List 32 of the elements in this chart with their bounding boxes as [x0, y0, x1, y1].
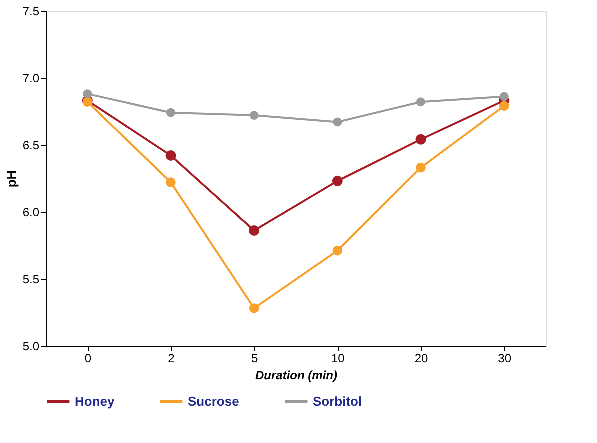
- x-tick-label: 5: [251, 352, 258, 366]
- point: [499, 101, 510, 112]
- point: [500, 92, 509, 102]
- point: [83, 90, 92, 99]
- y-tick-label: 7.0: [22, 72, 40, 86]
- point: [166, 108, 176, 118]
- point: [250, 111, 259, 120]
- y-tick-label: 5.0: [22, 340, 40, 354]
- y-tick-label: 6.0: [22, 206, 40, 220]
- y-axis-title: pH: [4, 170, 19, 188]
- legend-label: Sorbitol: [313, 394, 362, 409]
- y-tick-label: 7.5: [22, 4, 40, 18]
- x-tick-label: 10: [331, 352, 346, 366]
- x-tick-label: 0: [84, 352, 92, 366]
- x-tick-label: 2: [168, 352, 176, 366]
- point: [166, 178, 176, 188]
- point: [249, 304, 260, 314]
- point: [333, 118, 342, 127]
- point: [332, 246, 343, 256]
- legend-label: Sucrose: [188, 394, 240, 409]
- point: [416, 134, 426, 145]
- y-tick-label: 6.5: [22, 138, 40, 152]
- point: [416, 98, 426, 107]
- point: [249, 226, 260, 236]
- legend-label: Honey: [75, 394, 116, 409]
- point: [416, 162, 426, 173]
- x-tick-label: 30: [498, 352, 512, 366]
- y-tick-label: 5.5: [22, 272, 40, 286]
- x-axis-title: Duration (min): [256, 368, 338, 382]
- point: [166, 150, 176, 161]
- x-tick-label: 20: [414, 352, 428, 366]
- point: [332, 176, 343, 186]
